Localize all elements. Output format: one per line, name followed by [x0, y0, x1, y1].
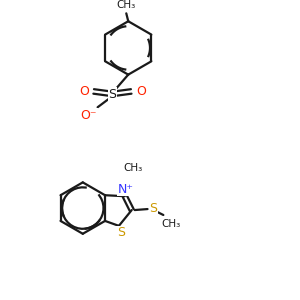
Text: S: S: [117, 226, 125, 239]
Text: N⁺: N⁺: [118, 183, 134, 196]
Text: O: O: [136, 85, 146, 98]
Text: S: S: [108, 88, 116, 101]
Text: S: S: [149, 202, 158, 214]
Text: O⁻: O⁻: [80, 109, 97, 122]
Text: CH₃: CH₃: [117, 0, 136, 11]
Text: CH₃: CH₃: [123, 163, 142, 172]
Text: CH₃: CH₃: [162, 219, 181, 229]
Text: O: O: [79, 85, 89, 98]
